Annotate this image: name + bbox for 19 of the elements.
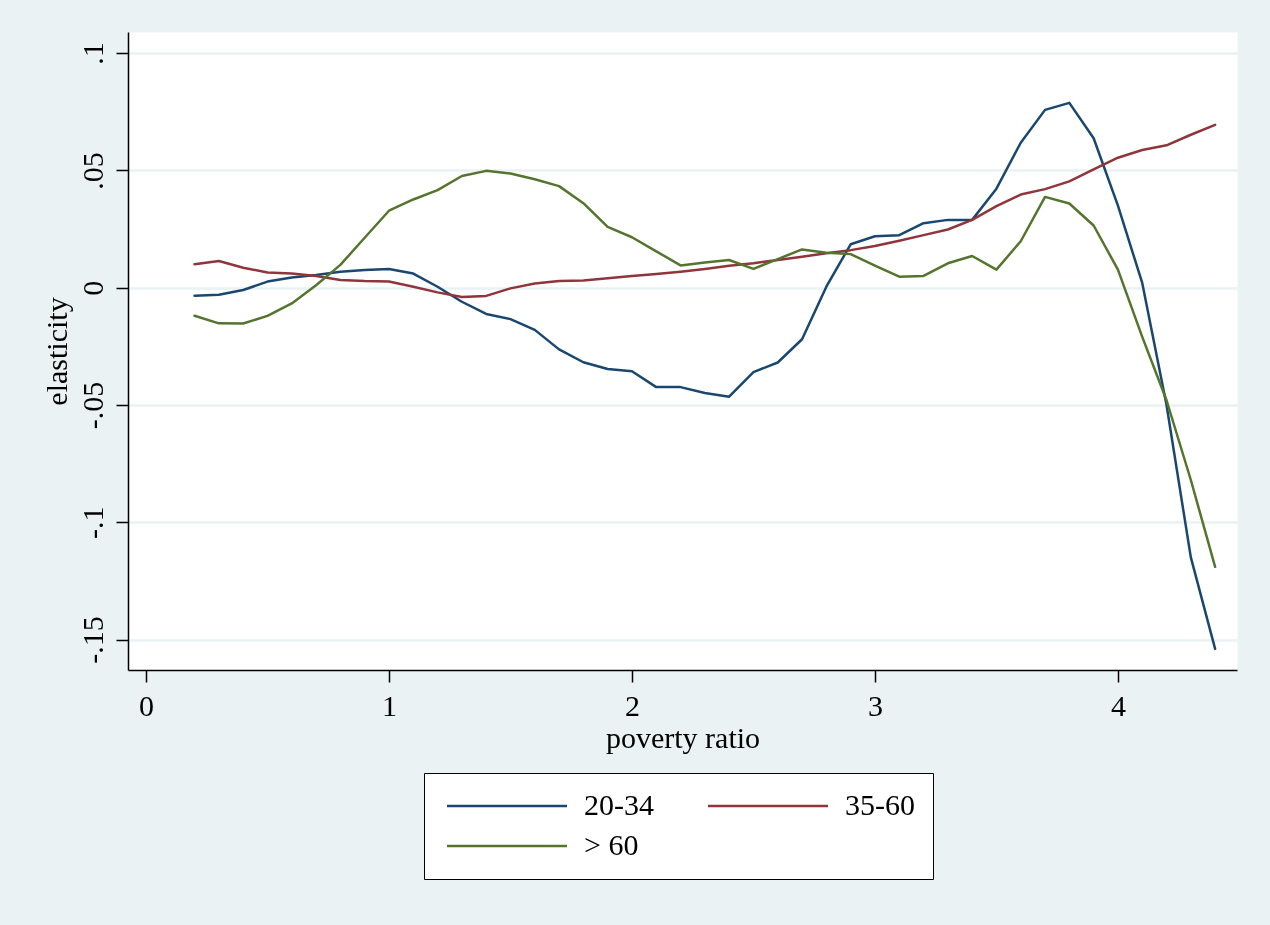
y-axis-title: elasticity [39, 297, 73, 406]
y-tick-label: -.1 [75, 506, 109, 539]
x-tick-label: 2 [624, 688, 640, 722]
y-tick-label: -.15 [75, 616, 109, 664]
legend-label: 35-60 [845, 788, 915, 821]
x-tick-label: 1 [381, 688, 397, 722]
x-tick-label: 3 [867, 688, 883, 722]
x-tick-label: 0 [138, 688, 154, 722]
y-tick-label: .1 [75, 42, 109, 65]
y-tick-label: -.05 [75, 381, 109, 430]
line-series [193, 123, 1217, 299]
y-tick-label: .05 [75, 152, 109, 190]
line-series [193, 169, 1217, 569]
line-series [193, 101, 1217, 651]
y-tick-label: 0 [75, 280, 109, 296]
legend-label: 20-34 [584, 788, 654, 821]
x-axis-title: poverty ratio [605, 720, 761, 754]
legend-label: > 60 [584, 828, 639, 861]
x-tick-label: 4 [1110, 688, 1126, 722]
